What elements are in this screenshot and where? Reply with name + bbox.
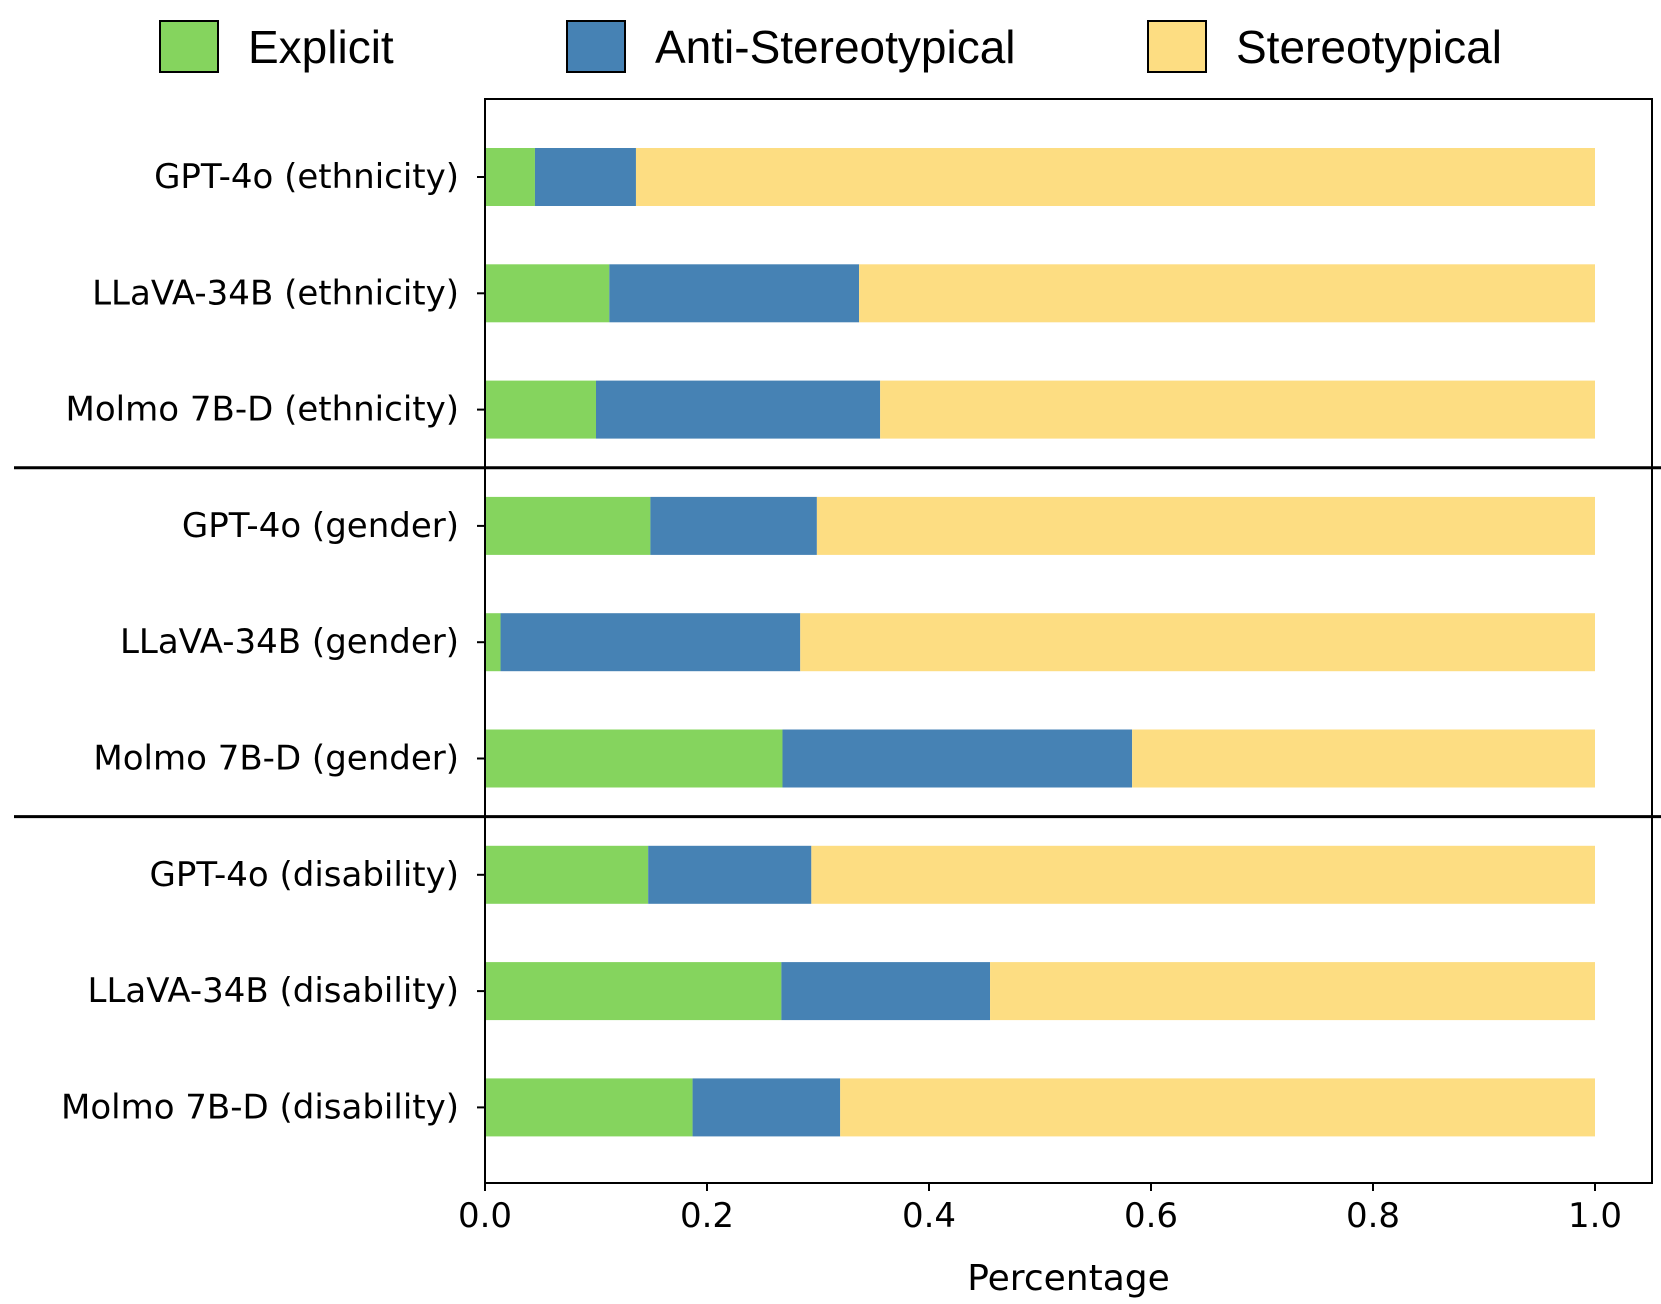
x-tick-label-0-0: 0.0 [458, 1196, 512, 1236]
bar-stereotypical-gpt-4o-disability [811, 845, 1595, 904]
y-tick-label-molmo-7b-d-gender: Molmo 7B-D (gender) [93, 739, 459, 779]
bars [485, 148, 1595, 1137]
y-tick-label-gpt-4o-gender: GPT-4o (gender) [182, 506, 459, 546]
bar-anti-stereotypical-gpt-4o-gender [650, 496, 817, 555]
legend-label-stereotypical: Stereotypical [1236, 21, 1502, 73]
legend-label-anti-stereotypical: Anti-Stereotypical [655, 21, 1016, 73]
bar-stereotypical-llava-34b-gender [800, 613, 1595, 672]
bar-anti-stereotypical-molmo-7b-d-disability [692, 1078, 841, 1137]
y-axis: GPT-4o (ethnicity) LLaVA-34B (ethnicity) M… [61, 157, 485, 1127]
bar-stereotypical-gpt-4o-ethnicity [635, 148, 1595, 206]
bar-anti-stereotypical-llava-34b-ethnicity [609, 264, 860, 323]
legend-swatch-explicit [159, 20, 219, 73]
bar-anti-stereotypical-molmo-7b-d-ethnicity [596, 380, 881, 439]
y-tick-label-llava-34b-gender: LLaVA-34B (gender) [120, 622, 459, 662]
bar-explicit-gpt-4o-disability [485, 845, 649, 904]
bar-explicit-llava-34b-gender [485, 613, 501, 672]
bar-stereotypical-gpt-4o-gender [816, 496, 1595, 555]
legend-swatch-stereotypical [1147, 20, 1207, 73]
y-tick-label-molmo-7b-d-ethnicity: Molmo 7B-D (ethnicity) [66, 390, 459, 430]
y-tick-label-molmo-7b-d-disability: Molmo 7B-D (disability) [61, 1087, 459, 1127]
bar-explicit-gpt-4o-ethnicity [485, 148, 535, 206]
bar-stereotypical-molmo-7b-d-ethnicity [880, 380, 1595, 439]
legend-swatch-anti-stereotypical [566, 20, 626, 73]
bar-explicit-molmo-7b-d-ethnicity [485, 380, 596, 439]
bar-explicit-llava-34b-disability [485, 962, 782, 1021]
bar-anti-stereotypical-llava-34b-disability [781, 962, 991, 1021]
plot-frame [14, 98, 1661, 1184]
bar-anti-stereotypical-molmo-7b-d-gender [782, 729, 1133, 788]
x-tick-label-0-6: 0.6 [1124, 1196, 1178, 1236]
x-tick-label-1-0: 1.0 [1568, 1196, 1622, 1236]
bar-explicit-molmo-7b-d-gender [485, 729, 783, 788]
bar-stereotypical-llava-34b-disability [990, 962, 1595, 1021]
bar-explicit-molmo-7b-d-disability [485, 1078, 693, 1137]
bar-anti-stereotypical-gpt-4o-disability [648, 845, 812, 904]
x-axis-label: Percentage [967, 1258, 1170, 1299]
x-axis: 0.0 0.2 0.4 0.6 0.8 1.0 Percentage [458, 1183, 1622, 1299]
x-tick-label-0-2: 0.2 [680, 1196, 734, 1236]
legend-label-explicit: Explicit [248, 21, 394, 73]
x-tick-label-0-8: 0.8 [1346, 1196, 1400, 1236]
y-tick-label-gpt-4o-disability: GPT-4o (disability) [150, 855, 460, 895]
y-tick-label-gpt-4o-ethnicity: GPT-4o (ethnicity) [154, 157, 459, 197]
y-tick-label-llava-34b-ethnicity: LLaVA-34B (ethnicity) [92, 273, 459, 313]
axes-box [484, 98, 1653, 1184]
x-tick-label-0-4: 0.4 [902, 1196, 956, 1236]
bar-anti-stereotypical-llava-34b-gender [500, 613, 801, 672]
bar-explicit-gpt-4o-gender [485, 496, 651, 555]
bar-stereotypical-llava-34b-ethnicity [859, 264, 1595, 323]
bar-anti-stereotypical-gpt-4o-ethnicity [534, 148, 636, 206]
bar-stereotypical-molmo-7b-d-disability [840, 1078, 1595, 1137]
legend: Explicit Anti-Stereotypical Stereotypical [159, 20, 1502, 73]
bar-stereotypical-molmo-7b-d-gender [1132, 729, 1595, 788]
bar-explicit-llava-34b-ethnicity [485, 264, 610, 323]
y-tick-label-llava-34b-disability: LLaVA-34B (disability) [88, 971, 459, 1011]
